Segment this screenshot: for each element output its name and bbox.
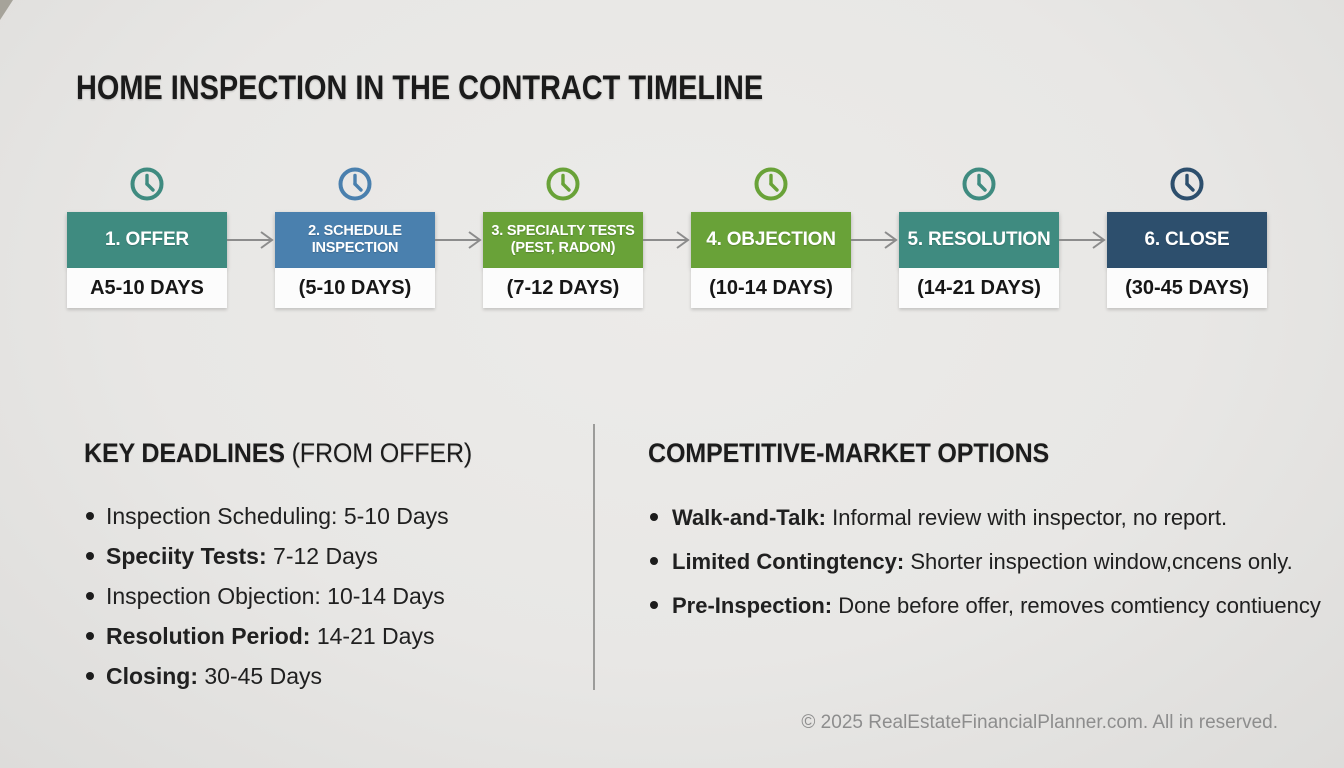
deadline-value: 14-21 Days: [310, 623, 435, 649]
key-deadlines-heading: KEY DEADLINES (FROM OFFER): [84, 438, 549, 469]
timeline-step-offer: 1. OFFER A5-10 DAYS: [67, 166, 227, 308]
step-days: (7-12 DAYS): [483, 268, 643, 308]
deadline-value: 5-10 Days: [337, 503, 449, 529]
page-title: HOME INSPECTION IN THE CONTRACT TIMELINE: [76, 69, 764, 107]
option-term: Walk-and-Talk:: [672, 505, 827, 530]
list-item: Inspection Objection: 10-14 Days: [84, 576, 584, 616]
clock-icon: [962, 167, 996, 201]
clock-icon: [754, 167, 788, 201]
step-label: 3. SPECIALTY TESTS (PEST, RADON): [483, 212, 643, 268]
deadline-term: Speciity Tests:: [106, 543, 267, 569]
corner-decoration: [0, 0, 13, 20]
list-item: Closing: 30-45 Days: [84, 656, 584, 696]
timeline-step-resolution: 5. RESOLUTION (14-21 DAYS): [899, 166, 1059, 308]
deadline-value: 10-14 Days: [320, 583, 445, 609]
step-days: (30-45 DAYS): [1107, 268, 1267, 308]
list-item: Inspection Scheduling: 5-10 Days: [84, 496, 584, 536]
timeline-step-specialty-tests: 3. SPECIALTY TESTS (PEST, RADON) (7-12 D…: [483, 166, 643, 308]
contract-timeline: 1. OFFER A5-10 DAYS 2. SCHEDULE INSPECTI…: [67, 166, 1267, 308]
timeline-step-close: 6. CLOSE (30-45 DAYS): [1107, 166, 1267, 308]
deadline-term: Inspection Objection:: [106, 583, 321, 609]
deadline-value: 30-45 Days: [198, 663, 323, 689]
option-term: Pre-Inspection:: [672, 593, 833, 618]
deadline-value: 7-12 Days: [266, 543, 378, 569]
heading-light-text: (FROM OFFER): [284, 438, 473, 468]
timeline-step-schedule-inspection: 2. SCHEDULE INSPECTION (5-10 DAYS): [275, 166, 435, 308]
deadline-term: Inspection Scheduling:: [106, 503, 338, 529]
key-deadlines-list: Inspection Scheduling: 5-10 Days Speciit…: [84, 496, 584, 696]
step-label: 5. RESOLUTION: [899, 212, 1059, 268]
market-options-list: Walk-and-Talk: Informal review with insp…: [648, 496, 1340, 628]
step-days: (10-14 DAYS): [691, 268, 851, 308]
list-item: Walk-and-Talk: Informal review with insp…: [648, 496, 1340, 540]
step-label: 6. CLOSE: [1107, 212, 1267, 268]
arrow-right-icon: [435, 231, 483, 249]
clock-icon: [338, 167, 372, 201]
list-item: Pre-Inspection: Done before offer, remov…: [648, 584, 1340, 628]
arrow-right-icon: [1059, 231, 1107, 249]
option-description: Done before offer, removes comtiency con…: [832, 593, 1321, 618]
step-days: (14-21 DAYS): [899, 268, 1059, 308]
list-item: Resolution Period: 14-21 Days: [84, 616, 584, 656]
option-description: Shorter inspection window,cncens only.: [904, 549, 1293, 574]
option-term: Limited Contingtency:: [672, 549, 905, 574]
key-deadlines-section: KEY DEADLINES (FROM OFFER) Inspection Sc…: [84, 438, 584, 696]
arrow-right-icon: [227, 231, 275, 249]
copyright-text: © 2025 RealEstateFinancialPlanner.com. A…: [801, 712, 1278, 733]
column-divider: [593, 424, 595, 690]
option-description: Informal review with inspector, no repor…: [826, 505, 1228, 530]
clock-icon: [1170, 167, 1204, 201]
list-item: Limited Contingtency: Shorter inspection…: [648, 540, 1340, 584]
market-options-section: COMPETITIVE-MARKET OPTIONS Walk-and-Talk…: [648, 438, 1340, 628]
arrow-right-icon: [643, 231, 691, 249]
list-item: Speciity Tests: 7-12 Days: [84, 536, 584, 576]
deadline-term: Closing:: [106, 663, 198, 689]
heading-bold-text: KEY DEADLINES: [84, 438, 285, 468]
deadline-term: Resolution Period:: [106, 623, 311, 649]
step-label: 4. OBJECTION: [691, 212, 851, 268]
market-options-heading: COMPETITIVE-MARKET OPTIONS: [648, 438, 1050, 468]
step-label: 2. SCHEDULE INSPECTION: [275, 212, 435, 268]
clock-icon: [130, 167, 164, 201]
step-days: A5-10 DAYS: [67, 268, 227, 308]
clock-icon: [546, 167, 580, 201]
step-days: (5-10 DAYS): [275, 268, 435, 308]
timeline-step-objection: 4. OBJECTION (10-14 DAYS): [691, 166, 851, 308]
step-label: 1. OFFER: [67, 212, 227, 268]
arrow-right-icon: [851, 231, 899, 249]
